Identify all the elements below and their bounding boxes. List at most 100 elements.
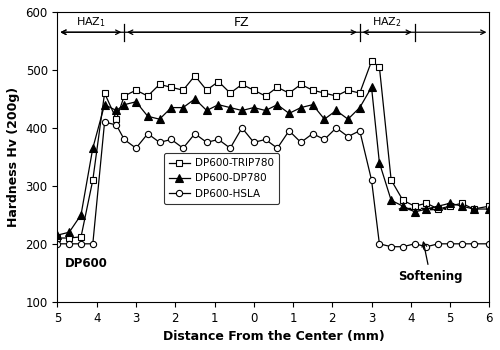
DP600-DP780 — [486, 207, 492, 211]
DP600-DP780 — [424, 207, 430, 211]
Line: DP600-TRIP780: DP600-TRIP780 — [54, 58, 492, 241]
DP600-DP780 — [368, 85, 374, 89]
DP600-DP780 — [168, 105, 174, 110]
DP600-DP780 — [102, 103, 107, 107]
DP600-TRIP780 — [180, 88, 186, 92]
DP600-TRIP780 — [424, 201, 430, 205]
DP600-HSLA — [274, 146, 280, 150]
DP600-HSLA — [345, 134, 351, 139]
Line: DP600-DP780: DP600-DP780 — [54, 84, 493, 239]
Text: DP600: DP600 — [66, 257, 108, 270]
DP600-DP780 — [333, 108, 339, 113]
DP600-HSLA — [368, 178, 374, 182]
DP600-TRIP780 — [54, 236, 60, 240]
DP600-HSLA — [204, 140, 210, 145]
Line: DP600-HSLA: DP600-HSLA — [54, 119, 492, 250]
DP600-TRIP780 — [156, 82, 162, 86]
DP600-DP780 — [376, 161, 382, 165]
DP600-TRIP780 — [322, 91, 328, 95]
DP600-HSLA — [357, 129, 363, 133]
DP600-DP780 — [459, 204, 465, 208]
DP600-DP780 — [133, 100, 139, 104]
DP600-TRIP780 — [90, 178, 96, 182]
DP600-DP780 — [156, 117, 162, 121]
DP600-TRIP780 — [486, 204, 492, 208]
DP600-DP780 — [90, 146, 96, 150]
DP600-TRIP780 — [310, 88, 316, 92]
DP600-HSLA — [102, 120, 107, 124]
DP600-TRIP780 — [274, 85, 280, 89]
DP600-TRIP780 — [239, 82, 245, 86]
DP600-DP780 — [310, 103, 316, 107]
DP600-DP780 — [447, 201, 453, 205]
DP600-TRIP780 — [400, 198, 406, 202]
DP600-HSLA — [298, 140, 304, 145]
DP600-HSLA — [333, 126, 339, 130]
DP600-DP780 — [322, 117, 328, 121]
DP600-TRIP780 — [436, 207, 442, 211]
DP600-TRIP780 — [121, 94, 127, 98]
DP600-DP780 — [412, 210, 418, 214]
DP600-HSLA — [168, 137, 174, 141]
DP600-TRIP780 — [145, 94, 151, 98]
DP600-TRIP780 — [376, 65, 382, 69]
Text: Softening: Softening — [398, 242, 462, 283]
DP600-HSLA — [486, 242, 492, 246]
DP600-HSLA — [322, 137, 328, 141]
DP600-DP780 — [54, 233, 60, 237]
DP600-DP780 — [145, 114, 151, 118]
DP600-HSLA — [436, 242, 442, 246]
DP600-HSLA — [192, 132, 198, 136]
DP600-HSLA — [133, 146, 139, 150]
DP600-TRIP780 — [368, 59, 374, 63]
Text: FZ: FZ — [234, 16, 250, 29]
Text: HAZ$_1$: HAZ$_1$ — [76, 15, 106, 29]
DP600-HSLA — [470, 242, 476, 246]
DP600-TRIP780 — [357, 91, 363, 95]
DP600-TRIP780 — [286, 91, 292, 95]
DP600-TRIP780 — [412, 204, 418, 208]
DP600-TRIP780 — [78, 235, 84, 239]
DP600-HSLA — [114, 123, 119, 127]
DP600-TRIP780 — [470, 207, 476, 211]
DP600-DP780 — [345, 117, 351, 121]
DP600-TRIP780 — [102, 91, 107, 95]
DP600-TRIP780 — [333, 94, 339, 98]
DP600-HSLA — [262, 137, 268, 141]
DP600-TRIP780 — [262, 94, 268, 98]
DP600-TRIP780 — [216, 79, 222, 84]
DP600-HSLA — [400, 245, 406, 249]
DP600-DP780 — [400, 204, 406, 208]
DP600-DP780 — [114, 108, 119, 113]
DP600-DP780 — [274, 103, 280, 107]
DP600-TRIP780 — [298, 82, 304, 86]
DP600-TRIP780 — [459, 201, 465, 205]
DP600-TRIP780 — [204, 88, 210, 92]
DP600-DP780 — [388, 198, 394, 202]
Legend: DP600-TRIP780, DP600-DP780, DP600-HSLA: DP600-TRIP780, DP600-DP780, DP600-HSLA — [164, 153, 280, 204]
DP600-HSLA — [376, 242, 382, 246]
Text: HAZ$_2$: HAZ$_2$ — [372, 15, 402, 29]
DP600-DP780 — [357, 105, 363, 110]
DP600-HSLA — [66, 242, 72, 246]
DP600-TRIP780 — [345, 88, 351, 92]
DP600-DP780 — [204, 108, 210, 113]
DP600-HSLA — [251, 140, 257, 145]
DP600-HSLA — [78, 242, 84, 246]
DP600-HSLA — [145, 132, 151, 136]
DP600-DP780 — [192, 97, 198, 101]
DP600-HSLA — [180, 146, 186, 150]
DP600-HSLA — [447, 242, 453, 246]
DP600-HSLA — [121, 137, 127, 141]
DP600-DP780 — [251, 105, 257, 110]
DP600-HSLA — [459, 242, 465, 246]
DP600-DP780 — [227, 105, 233, 110]
DP600-DP780 — [121, 103, 127, 107]
DP600-DP780 — [180, 105, 186, 110]
DP600-HSLA — [156, 140, 162, 145]
DP600-TRIP780 — [192, 74, 198, 78]
DP600-HSLA — [310, 132, 316, 136]
Y-axis label: Hardness Hv (200g): Hardness Hv (200g) — [7, 87, 20, 227]
DP600-HSLA — [54, 242, 60, 246]
DP600-HSLA — [239, 126, 245, 130]
